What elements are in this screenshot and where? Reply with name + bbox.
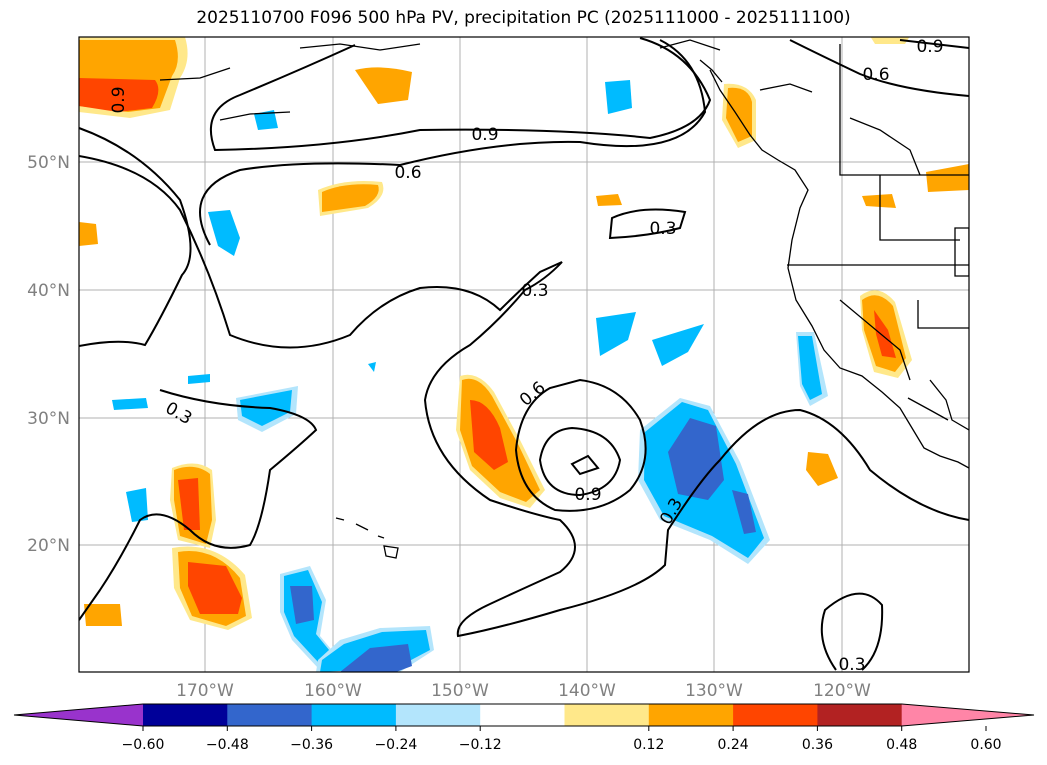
colorbar-tick-label: 0.24: [718, 737, 749, 753]
lon-label: 120°W: [813, 681, 871, 701]
colorbar-segment: [648, 704, 734, 726]
colorbar-segment: [311, 704, 397, 726]
contour-label: 0.9: [574, 485, 601, 505]
contour-label: 0.9: [916, 37, 943, 57]
colorbar-tick-label: 0.36: [802, 737, 833, 753]
colorbar-tick-label: 0.12: [633, 737, 664, 753]
lat-label: 20°N: [27, 536, 70, 556]
plot-frame: [78, 36, 970, 673]
contour-label: 0.6: [394, 163, 421, 183]
colorbar-segment: [227, 704, 313, 726]
colorbar-segment: [143, 704, 228, 726]
colorbar: −0.60 −0.48 −0.36 −0.24 −0.12 0.12 0.24 0.36 0.4…: [13, 703, 1035, 753]
colorbar-extend-left: [14, 704, 143, 726]
lat-axis-labels: 50°N 40°N 30°N 20°N: [27, 153, 70, 556]
colorbar-tick-label: 0.48: [886, 737, 917, 753]
lon-label: 130°W: [685, 681, 743, 701]
lat-label: 50°N: [27, 153, 70, 173]
contour-label: 0.3: [649, 219, 676, 239]
contour-label: 0.3: [838, 655, 865, 675]
coastlines: [159, 39, 969, 559]
map-title: 2025110700 F096 500 hPa PV, precipitatio…: [196, 8, 851, 28]
colorbar-tick-label: −0.36: [290, 737, 333, 753]
colorbar-tick-label: 0.60: [970, 737, 1001, 753]
contour-label: 0.3: [521, 281, 548, 301]
lon-label: 150°W: [431, 681, 489, 701]
pv-contours: [79, 37, 969, 671]
colorbar-tick-label: −0.24: [374, 737, 417, 753]
lat-label: 40°N: [27, 281, 70, 301]
contour-label: 0.6: [862, 65, 889, 85]
colorbar-tick-label: −0.12: [459, 737, 502, 753]
lon-label: 140°W: [558, 681, 616, 701]
lon-axis-labels: 170°W 160°W 150°W 140°W 130°W 120°W: [176, 681, 871, 701]
colorbar-extend-right: [901, 704, 1034, 726]
colorbar-tick-label: −0.48: [206, 737, 249, 753]
lat-label: 30°N: [27, 409, 70, 429]
lon-label: 170°W: [176, 681, 234, 701]
colorbar-segment: [480, 704, 565, 726]
precip-positive-regions: [79, 37, 969, 630]
contour-label: 0.9: [109, 86, 129, 113]
colorbar-tick-label: −0.60: [122, 737, 165, 753]
lon-label: 160°W: [304, 681, 362, 701]
colorbar-segment: [564, 704, 650, 726]
colorbar-segment: [395, 704, 481, 726]
colorbar-segment: [733, 704, 818, 726]
contour-label: 0.9: [471, 125, 498, 145]
colorbar-segment: [817, 704, 903, 726]
